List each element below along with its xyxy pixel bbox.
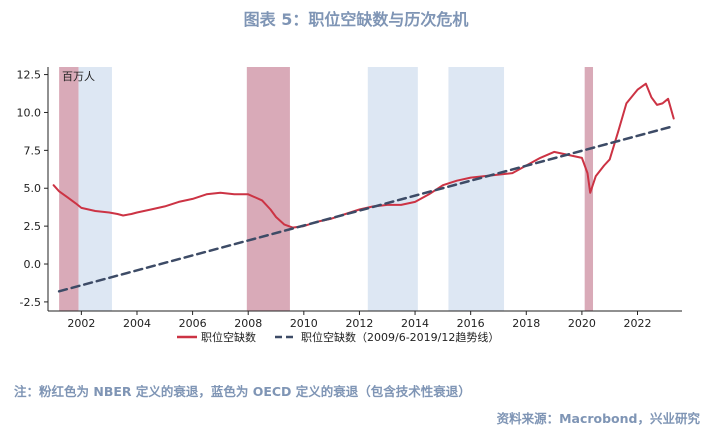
footnote: 注：粉红色为 NBER 定义的衰退，蓝色为 OECD 定义的衰退（包含技术性衰退… — [14, 384, 471, 399]
axes: -2.5 0.0 2.5 5.0 7.5 10.0 12.5 2002 2004 2006 2008… — [17, 67, 682, 330]
y-tick-label: -2.5 — [20, 296, 41, 309]
x-tick-label: 2016 — [457, 317, 485, 330]
series-lines — [52, 82, 675, 293]
series-line-job-openings — [52, 82, 675, 229]
y-tick-label: 12.5 — [17, 69, 42, 82]
x-tick-label: 2008 — [234, 317, 262, 330]
legend-label-trend: 职位空缺数（2009/6-2019/12趋势线） — [301, 330, 499, 344]
x-tick-label: 2006 — [179, 317, 207, 330]
recession-bands — [59, 67, 594, 311]
x-tick-label: 2012 — [345, 317, 373, 330]
y-tick-label: 0.0 — [24, 258, 42, 271]
nber-recession-band — [59, 67, 79, 311]
oecd-recession-band — [367, 67, 418, 311]
x-tick-label: 2018 — [512, 317, 540, 330]
x-tick-label: 2002 — [67, 317, 95, 330]
source-note: 资料来源：Macrobond，兴业研究 — [496, 411, 700, 426]
chart-title: 图表 5：职位空缺数与历次危机 — [243, 10, 469, 29]
legend: 职位空缺数 职位空缺数（2009/6-2019/12趋势线） — [177, 330, 499, 344]
y-tick-label: 2.5 — [24, 220, 42, 233]
y-axis-unit: 百万人 — [62, 70, 95, 83]
x-tick-label: 2014 — [401, 317, 429, 330]
x-tick-label: 2004 — [123, 317, 151, 330]
x-tick-label: 2022 — [624, 317, 652, 330]
x-tick-label: 2010 — [290, 317, 318, 330]
y-tick-label: 5.0 — [24, 182, 42, 195]
y-tick-label: 10.0 — [17, 106, 42, 119]
oecd-recession-band — [448, 67, 505, 311]
series-line-trend — [57, 124, 675, 293]
legend-label-series: 职位空缺数 — [201, 330, 256, 344]
x-tick-label: 2020 — [568, 317, 596, 330]
nber-recession-band — [246, 67, 290, 311]
y-tick-label: 7.5 — [24, 144, 42, 157]
oecd-recession-band — [78, 67, 112, 311]
